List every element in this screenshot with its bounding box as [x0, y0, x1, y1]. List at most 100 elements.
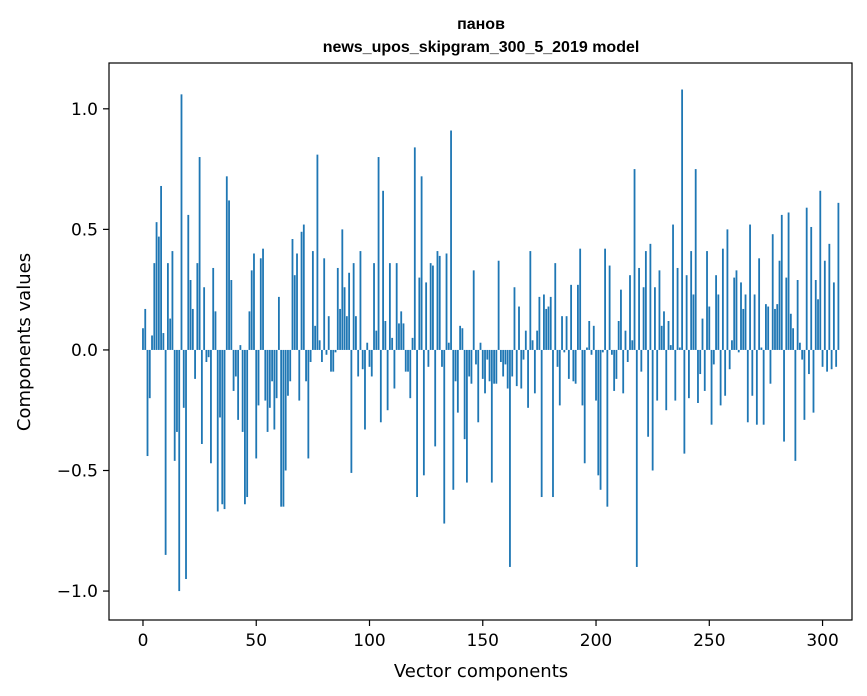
bar-14 — [173, 349, 176, 461]
bar-69 — [298, 349, 301, 401]
bar-20 — [187, 214, 190, 350]
bar-299 — [819, 190, 822, 350]
y-tick-label: −0.5 — [57, 462, 98, 482]
bar-197 — [588, 321, 591, 350]
x-tick-label: 200 — [580, 631, 612, 651]
bar-6 — [155, 222, 158, 350]
bar-234 — [672, 224, 674, 350]
bar-249 — [706, 251, 708, 350]
bar-28 — [205, 349, 208, 362]
bar-165 — [515, 349, 518, 387]
bar-178 — [545, 308, 548, 350]
y-tick-label: 0.0 — [71, 341, 98, 361]
bar-56 — [268, 349, 271, 408]
bar-54 — [264, 349, 267, 401]
bar-167 — [520, 349, 523, 389]
bar-25 — [198, 157, 201, 350]
bar-244 — [694, 169, 697, 350]
bar-3 — [148, 349, 151, 399]
bar-262 — [735, 270, 738, 350]
bar-177 — [543, 294, 545, 350]
bar-214 — [626, 349, 629, 362]
bar-17 — [180, 94, 183, 350]
bar-300 — [821, 349, 824, 367]
bar-5 — [153, 263, 156, 350]
bar-72 — [305, 349, 307, 382]
bar-236 — [676, 267, 679, 350]
bar-116 — [404, 349, 407, 372]
bar-129 — [434, 349, 437, 447]
bar-149 — [479, 342, 482, 350]
bar-81 — [325, 349, 328, 355]
bar-19 — [185, 349, 187, 580]
x-tick-label: 100 — [353, 631, 385, 651]
bar-293 — [805, 207, 808, 350]
bar-135 — [447, 342, 450, 350]
bar-301 — [823, 260, 826, 350]
bar-202 — [599, 349, 602, 490]
bar-189 — [570, 284, 573, 350]
bar-90 — [345, 316, 348, 350]
bar-127 — [429, 263, 432, 350]
bar-305 — [832, 282, 835, 350]
y-tick-label: 0.5 — [71, 220, 98, 240]
bar-181 — [552, 349, 554, 498]
bar-105 — [379, 349, 382, 423]
bar-283 — [783, 349, 785, 442]
bar-8 — [160, 185, 162, 350]
bar-21 — [189, 280, 192, 350]
bar-235 — [674, 349, 677, 401]
bar-287 — [792, 328, 795, 350]
bar-307 — [837, 202, 840, 350]
bar-282 — [780, 214, 783, 350]
bar-91 — [348, 272, 351, 350]
bar-96 — [359, 251, 362, 350]
bar-240 — [685, 275, 688, 350]
bar-230 — [663, 311, 665, 350]
bar-35 — [221, 349, 224, 505]
bar-294 — [808, 349, 810, 375]
bar-102 — [373, 263, 375, 350]
bar-94 — [355, 316, 357, 350]
bar-246 — [699, 349, 702, 375]
bar-217 — [633, 169, 636, 350]
bar-79 — [321, 349, 323, 362]
bar-136 — [450, 130, 452, 350]
bar-182 — [554, 263, 557, 350]
plot-frame — [108, 62, 853, 621]
bar-224 — [649, 243, 652, 350]
bar-164 — [513, 287, 516, 350]
bar-185 — [561, 316, 563, 350]
bar-280 — [776, 304, 779, 350]
x-tick-label: 0 — [138, 631, 149, 651]
bar-55 — [266, 349, 269, 432]
bar-93 — [352, 263, 355, 350]
bar-203 — [601, 349, 604, 353]
bar-212 — [622, 349, 625, 394]
bar-175 — [538, 296, 541, 350]
bar-276 — [767, 306, 770, 350]
bar-141 — [461, 328, 464, 350]
bar-155 — [493, 349, 495, 384]
bar-211 — [620, 289, 622, 350]
bar-256 — [721, 248, 724, 350]
bar-47 — [248, 311, 251, 350]
bar-207 — [610, 349, 613, 355]
bar-147 — [475, 349, 477, 365]
bar-126 — [427, 349, 430, 367]
bar-78 — [318, 340, 321, 350]
bar-295 — [810, 226, 813, 350]
bar-161 — [506, 349, 509, 389]
bar-series — [142, 89, 840, 592]
bar-148 — [477, 349, 480, 423]
x-axis-ticks: 0 50 100 150 200 250 300 — [138, 620, 839, 651]
bar-304 — [830, 349, 833, 370]
bar-208 — [613, 349, 616, 391]
bar-253 — [715, 275, 717, 350]
bar-43 — [239, 345, 242, 350]
bar-166 — [518, 306, 520, 350]
bar-59 — [275, 349, 278, 399]
bar-88 — [341, 229, 344, 350]
bar-215 — [629, 275, 631, 350]
